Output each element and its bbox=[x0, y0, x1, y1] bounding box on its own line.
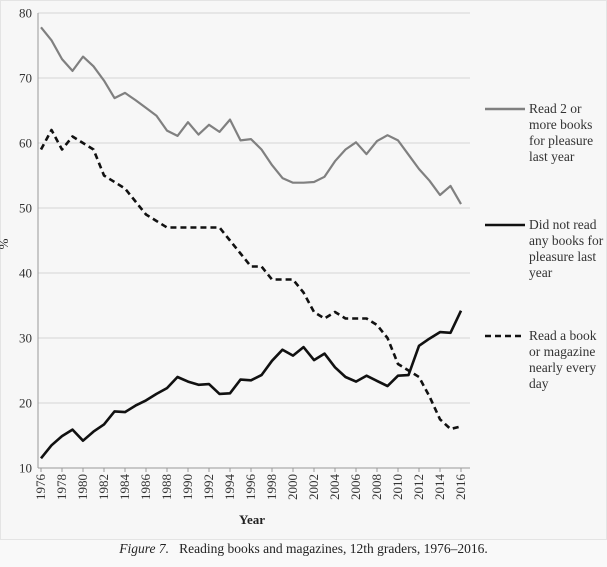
axes bbox=[37, 13, 470, 472]
legend-label-1-line-4: last year bbox=[529, 149, 575, 164]
y-tick-20: 20 bbox=[19, 396, 32, 411]
y-tick-80: 80 bbox=[19, 6, 32, 21]
x-tick-1992: 1992 bbox=[201, 474, 216, 500]
x-tick-1986: 1986 bbox=[138, 474, 153, 501]
series-lines bbox=[39, 26, 463, 460]
y-tick-10: 10 bbox=[19, 461, 32, 476]
x-tick-1980: 1980 bbox=[75, 474, 90, 500]
series-line-3 bbox=[39, 128, 462, 431]
series-line-1 bbox=[40, 26, 462, 205]
x-tick-1984: 1984 bbox=[117, 474, 132, 501]
x-tick-1990: 1990 bbox=[180, 474, 195, 500]
legend-label-3-line-3: nearly every bbox=[529, 360, 596, 375]
x-axis-label: Year bbox=[239, 512, 265, 527]
y-tick-50: 50 bbox=[19, 201, 32, 216]
chart-frame bbox=[0, 0, 607, 540]
gridlines bbox=[38, 12, 470, 469]
legend-label-3-line-1: Read a book bbox=[529, 328, 597, 343]
x-tick-2012: 2012 bbox=[411, 474, 426, 500]
legend-label-2-line-1: Did not read bbox=[529, 217, 597, 232]
x-tick-2000: 2000 bbox=[285, 474, 300, 500]
legend-label-3-line-4: day bbox=[529, 376, 549, 391]
x-tick-2006: 2006 bbox=[348, 474, 363, 501]
y-tick-60: 60 bbox=[19, 136, 32, 151]
legend-label-3-line-2: or magazine bbox=[529, 344, 595, 359]
caption-text: Reading books and magazines, 12th grader… bbox=[179, 541, 488, 556]
legend-label-1-line-1: Read 2 or bbox=[529, 101, 582, 116]
y-tick-30: 30 bbox=[19, 331, 32, 346]
legend-label-1-line-3: for pleasure bbox=[529, 133, 593, 148]
line-chart: 10 20 30 40 50 60 70 80 1976 1978 1980 1982 1984 198… bbox=[0, 6, 604, 528]
x-tick-2010: 2010 bbox=[390, 474, 405, 500]
x-tick-2014: 2014 bbox=[432, 474, 447, 501]
caption-label: Figure 7. bbox=[119, 541, 170, 556]
x-tick-2008: 2008 bbox=[369, 474, 384, 500]
legend-label-2-line-2: any books for bbox=[529, 233, 604, 248]
legend-label-2-line-4: year bbox=[529, 265, 553, 280]
y-axis-label: % bbox=[0, 238, 11, 249]
figure-caption: Figure 7. Reading books and magazines, 1… bbox=[0, 541, 607, 557]
x-tick-labels: 1976 1978 1980 1982 1984 1986 1988 1990 1992 1994… bbox=[33, 474, 468, 501]
x-tick-2016: 2016 bbox=[453, 474, 468, 501]
x-tick-1978: 1978 bbox=[54, 474, 69, 500]
y-tick-labels: 10 20 30 40 50 60 70 80 bbox=[19, 6, 32, 476]
x-tick-1994: 1994 bbox=[222, 474, 237, 501]
x-tick-2002: 2002 bbox=[306, 474, 321, 500]
legend-label-1-line-2: more books bbox=[529, 117, 592, 132]
legend-label-2-line-3: pleasure last bbox=[529, 249, 596, 264]
y-tick-40: 40 bbox=[19, 266, 32, 281]
x-tick-1976: 1976 bbox=[33, 474, 48, 501]
x-tick-2004: 2004 bbox=[327, 474, 342, 501]
y-tick-70: 70 bbox=[19, 71, 32, 86]
series-line-2 bbox=[39, 310, 463, 460]
x-tick-1998: 1998 bbox=[264, 474, 279, 500]
x-tick-1996: 1996 bbox=[243, 474, 258, 501]
x-tick-1988: 1988 bbox=[159, 474, 174, 500]
x-tick-1982: 1982 bbox=[96, 474, 111, 500]
